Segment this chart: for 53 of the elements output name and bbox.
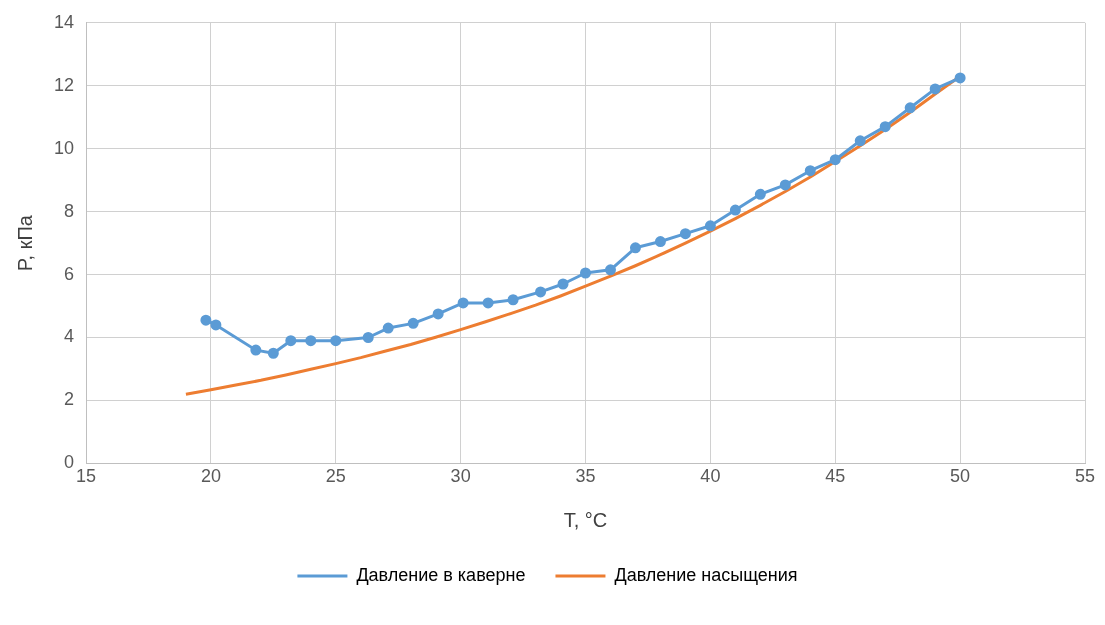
point bbox=[267, 347, 279, 359]
point bbox=[580, 267, 592, 279]
y-tick-label: 4 bbox=[64, 326, 75, 347]
point bbox=[754, 188, 766, 200]
point bbox=[535, 286, 547, 298]
point bbox=[210, 319, 222, 331]
x-tick-label: 30 bbox=[450, 466, 471, 487]
point bbox=[507, 294, 519, 306]
x-tick-label: 50 bbox=[950, 466, 971, 487]
y-tick-label: 14 bbox=[53, 11, 75, 32]
point bbox=[285, 335, 297, 347]
point bbox=[305, 335, 317, 347]
point bbox=[629, 242, 641, 254]
point bbox=[729, 204, 741, 216]
y-tick-label: 12 bbox=[53, 74, 75, 95]
point bbox=[804, 165, 816, 177]
point bbox=[829, 154, 841, 166]
point bbox=[457, 297, 469, 309]
point bbox=[407, 317, 419, 329]
x-tick-label: 15 bbox=[76, 466, 97, 487]
y-tick-label: 6 bbox=[64, 263, 75, 284]
x-tick-label: 35 bbox=[575, 466, 596, 487]
point bbox=[362, 332, 374, 344]
point bbox=[557, 278, 569, 290]
point bbox=[679, 228, 691, 240]
y-tick-label: 8 bbox=[64, 200, 75, 221]
legend-label: Давление в каверне bbox=[356, 564, 526, 585]
x-tick-label: 40 bbox=[700, 466, 721, 487]
point bbox=[200, 314, 212, 326]
point bbox=[779, 179, 791, 191]
legend-label: Давление насыщения bbox=[614, 564, 798, 585]
point bbox=[854, 135, 866, 147]
point bbox=[382, 322, 394, 334]
point bbox=[432, 308, 444, 320]
point bbox=[954, 72, 966, 84]
x-tick-label: 25 bbox=[325, 466, 346, 487]
point bbox=[654, 236, 666, 248]
y-tick-label: 2 bbox=[64, 389, 75, 410]
x-tick-label: 20 bbox=[200, 466, 221, 487]
x-axis-title: T, °C bbox=[563, 508, 608, 531]
point bbox=[604, 264, 616, 276]
point bbox=[879, 121, 891, 133]
y-axis-title: P, кПа bbox=[13, 214, 36, 272]
x-tick-label: 45 bbox=[825, 466, 846, 487]
y-tick-label: 10 bbox=[53, 137, 75, 158]
point bbox=[482, 297, 494, 309]
point bbox=[330, 335, 342, 347]
point bbox=[704, 220, 716, 232]
point bbox=[929, 83, 941, 95]
x-tick-label: 55 bbox=[1074, 466, 1096, 487]
point bbox=[904, 102, 916, 114]
point bbox=[250, 344, 262, 356]
y-tick-label: 0 bbox=[64, 452, 75, 473]
